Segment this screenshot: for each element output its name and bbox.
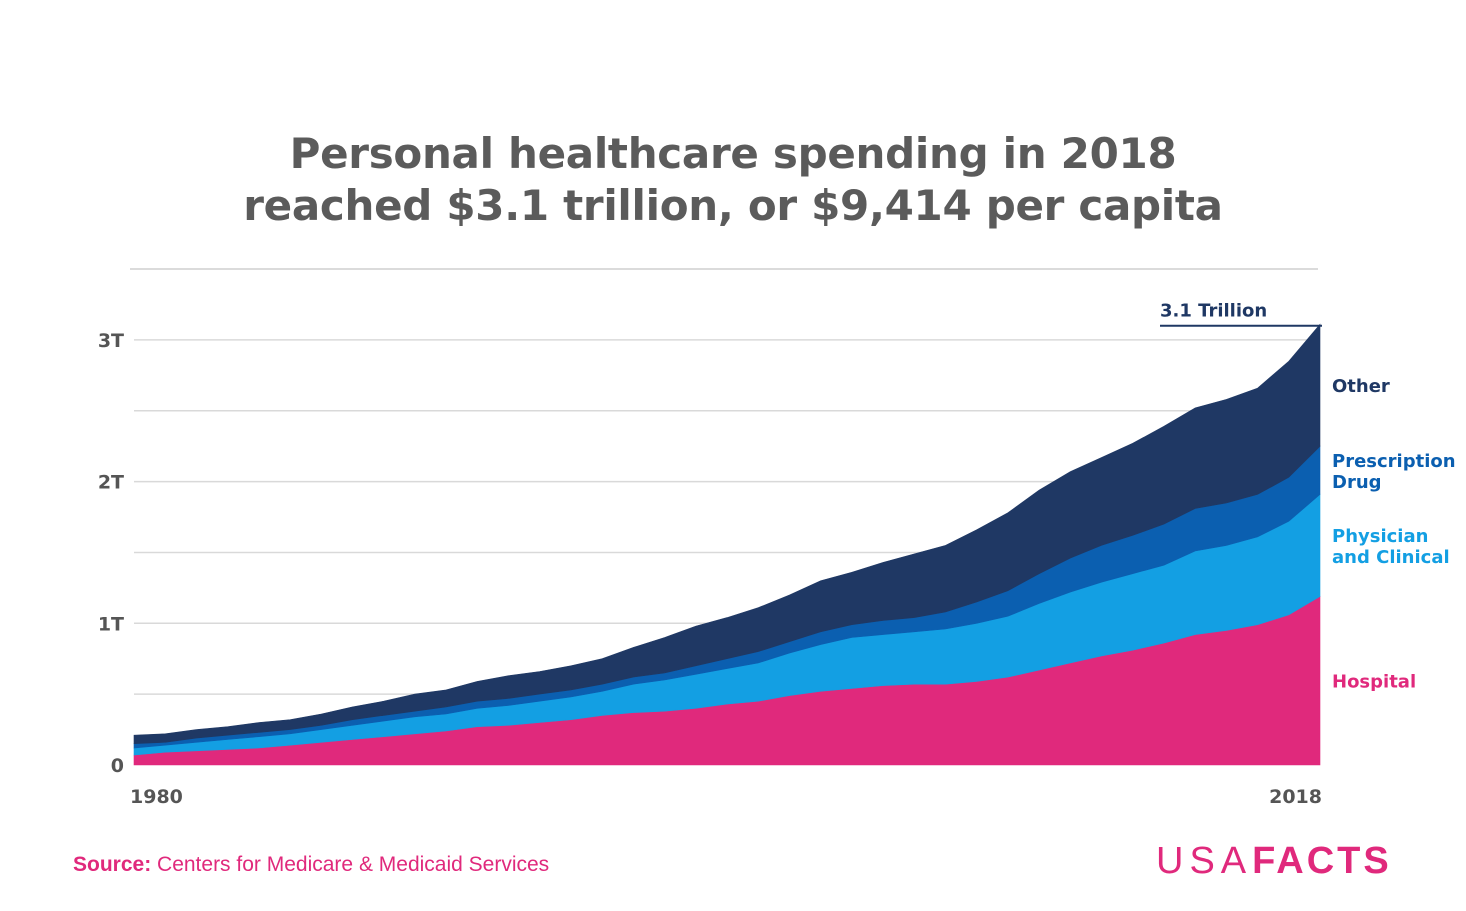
stacked-areas bbox=[133, 323, 1321, 766]
y-tick-label: 2T bbox=[98, 472, 124, 494]
chart-title: Personal healthcare spending in 2018 rea… bbox=[0, 128, 1466, 232]
chart-title-line-1: Personal healthcare spending in 2018 bbox=[289, 129, 1177, 178]
chart-title-line-2: reached $3.1 trillion, or $9,414 per cap… bbox=[243, 181, 1223, 230]
series-label-line: Physician bbox=[1332, 526, 1428, 547]
series-label-hospital: Hospital bbox=[1332, 672, 1416, 693]
x-tick-label: 2018 bbox=[1269, 786, 1322, 808]
source-note: Source: Centers for Medicare & Medicaid … bbox=[73, 853, 549, 877]
series-label-other: Other bbox=[1332, 376, 1390, 397]
source-text: Centers for Medicare & Medicaid Services bbox=[157, 853, 550, 876]
series-label-line: and Clinical bbox=[1332, 547, 1450, 568]
series-label-physician-and-clinical: Physician and Clinical bbox=[1332, 526, 1450, 568]
series-labels: Hospital Physician and Clinical Prescriptio… bbox=[1332, 376, 1456, 692]
logo-facts-text: FACTS bbox=[1252, 840, 1392, 882]
usafacts-logo: USAFACTS bbox=[1156, 838, 1392, 884]
x-tick-label: 1980 bbox=[130, 786, 183, 808]
series-label-line: Prescription bbox=[1332, 451, 1456, 472]
x-axis: 1980 2018 bbox=[130, 786, 1322, 808]
y-tick-label: 0 bbox=[111, 755, 124, 777]
series-label-line: Drug bbox=[1332, 472, 1382, 493]
source-prefix: Source: bbox=[73, 853, 152, 876]
area-other bbox=[133, 323, 1321, 745]
y-tick-label: 1T bbox=[98, 613, 124, 635]
series-label-line: Hospital bbox=[1332, 672, 1416, 693]
logo-usa-text: USA bbox=[1156, 840, 1253, 882]
series-label-line: Other bbox=[1332, 376, 1390, 397]
y-tick-label: 3T bbox=[98, 330, 124, 352]
y-axis: 0 1T 2T 3T bbox=[98, 330, 124, 777]
total-annotation-label: 3.1 Trillion bbox=[1160, 301, 1267, 322]
series-label-prescription-drug: Prescription Drug bbox=[1332, 451, 1456, 493]
